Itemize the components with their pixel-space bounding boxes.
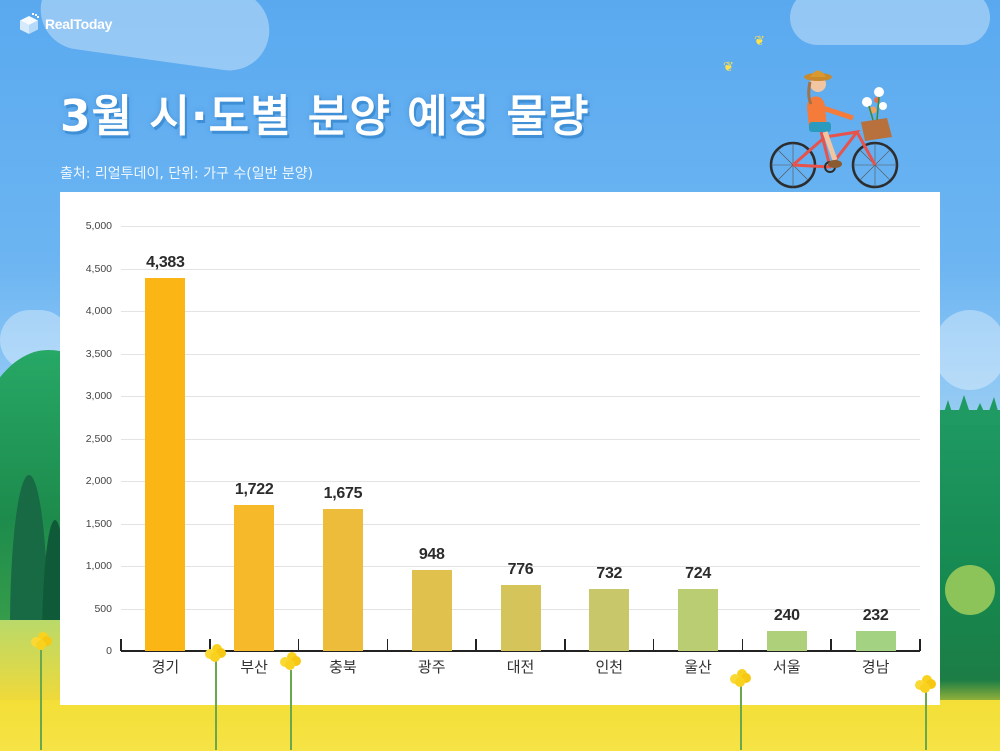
bar-value-label: 776 (507, 561, 534, 579)
bar-광주[interactable] (411, 570, 452, 651)
flower-stem (290, 670, 292, 750)
page-title: 3월 시·도별 분양 예정 물량 (60, 91, 590, 142)
x-tick-mark (297, 639, 300, 651)
x-category-label: 부산 (240, 658, 268, 676)
x-category-label: 서울 (773, 658, 801, 676)
bar-인천[interactable] (589, 588, 630, 651)
gridline (121, 396, 920, 397)
y-tick-label: 5,000 (85, 220, 112, 232)
rapeseed-flower-icon (36, 640, 46, 650)
y-tick-label: 500 (94, 602, 112, 615)
gridline (121, 226, 920, 227)
bar-경남[interactable] (855, 631, 896, 651)
x-tick-mark (652, 639, 655, 651)
x-category-label: 광주 (417, 658, 446, 676)
flower-stem (925, 690, 927, 750)
gridline (121, 353, 920, 355)
x-tick-mark (919, 639, 921, 651)
x-category-label: 경남 (861, 658, 890, 676)
flower-stem (215, 655, 217, 750)
y-tick-label: 3,500 (85, 347, 112, 360)
y-tick-label: 1,500 (85, 517, 112, 530)
bar-울산[interactable] (678, 589, 719, 651)
cloud-decoration (935, 310, 1000, 390)
yellow-meadow (0, 700, 1000, 751)
gridline (121, 481, 920, 482)
y-tick-label: 0 (106, 645, 112, 657)
rapeseed-flower-icon (735, 677, 745, 687)
gridline (121, 311, 920, 312)
bar-value-label: 732 (596, 564, 623, 582)
chart-source-note: 출처: 리얼투데이, 단위: 가구 수(일반 분양) (60, 166, 314, 182)
cube-pixel-icon (20, 13, 39, 34)
rapeseed-flower-icon (920, 683, 930, 693)
y-tick-label: 4,000 (85, 305, 112, 317)
chart-card: 0 500 1,000 1,500 2,000 2,500 3,000 3,500 4,000 4… (60, 192, 940, 705)
pine-trees-icon (940, 395, 1000, 425)
flower-stem (40, 650, 42, 750)
x-tick-mark (209, 639, 211, 651)
bar-서울[interactable] (766, 630, 807, 651)
y-tick-label: 4,500 (85, 262, 112, 275)
x-category-label: 울산 (684, 658, 712, 676)
x-tick-mark (830, 639, 832, 651)
butterfly-icon: ❦ (723, 60, 734, 75)
x-category-label: 대전 (506, 658, 535, 676)
cloud-decoration (790, 0, 990, 45)
bar-value-label: 4,383 (146, 254, 185, 272)
bar-value-label: 232 (862, 607, 889, 625)
bar-부산[interactable] (234, 504, 275, 651)
x-category-label: 인천 (595, 658, 624, 676)
forest-right (930, 410, 1000, 751)
x-tick-mark (741, 639, 744, 651)
round-tree-icon (945, 565, 995, 615)
rapeseed-flower-icon (285, 660, 295, 670)
rapeseed-flower-icon (210, 652, 220, 662)
bar-chart: 0 500 1,000 1,500 2,000 2,500 3,000 3,500 4,000 4… (60, 192, 940, 705)
x-tick-mark (386, 639, 389, 651)
bar-경기[interactable] (145, 278, 186, 651)
butterfly-icon: ❦ (754, 34, 765, 49)
y-tick-label: 2,000 (85, 475, 112, 487)
bar-대전[interactable] (500, 585, 541, 651)
flower-stem (740, 680, 742, 750)
x-tick-mark (120, 639, 122, 651)
y-tick-label: 3,000 (85, 390, 112, 402)
cypress-tree-icon (10, 475, 48, 645)
gridline (121, 438, 920, 440)
bar-value-label: 240 (773, 606, 800, 624)
cyclist-illustration (769, 70, 899, 189)
x-axis-line (121, 650, 920, 652)
y-tick-label: 1,000 (85, 560, 112, 572)
brand-name: RealToday (45, 16, 113, 32)
gridline (121, 566, 920, 567)
bar-value-label: 1,722 (234, 480, 274, 498)
bar-value-label: 724 (685, 565, 711, 583)
bar-충북[interactable] (322, 508, 363, 651)
x-tick-mark (564, 639, 566, 651)
x-category-label: 경기 (151, 658, 180, 676)
y-tick-label: 2,500 (85, 432, 112, 445)
bar-value-label: 948 (418, 546, 445, 564)
gridline (121, 268, 920, 270)
x-category-label: 충북 (329, 658, 357, 676)
gridline (121, 523, 920, 525)
x-tick-mark (475, 639, 477, 651)
brand-logo: RealToday (17, 12, 112, 36)
bar-value-label: 1,675 (323, 484, 363, 502)
